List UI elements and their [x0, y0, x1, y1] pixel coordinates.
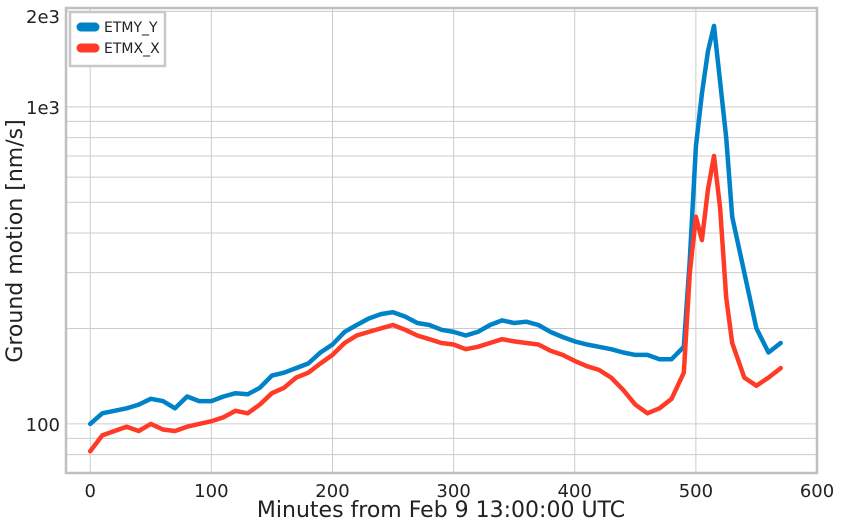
x-axis-ticks: 0 100 200 300 400 500 600 [84, 481, 834, 502]
y-axis-label: Ground motion [nm/s] [3, 119, 28, 362]
plot-frame [64, 6, 819, 475]
legend: ETMY_Y ETMX_X [68, 10, 167, 68]
series-lines [87, 23, 783, 454]
series-line-ETMX_X [87, 153, 783, 454]
x-tick-label: 300 [436, 481, 470, 502]
x-tick-label: 500 [679, 481, 713, 502]
y-tick-label: 1e3 [26, 98, 60, 119]
x-axis-label: Minutes from Feb 9 13:00:00 UTC [257, 498, 625, 523]
legend-items: ETMY_Y ETMX_X [76, 20, 160, 57]
legend-label: ETMY_Y [104, 20, 158, 36]
legend-frame [68, 10, 167, 68]
x-tick-label: 200 [315, 481, 349, 502]
y-tick-label: 2e3 [26, 7, 60, 28]
series-line-ETMY_Y [87, 23, 783, 427]
legend-label: ETMX_X [104, 41, 160, 57]
y-tick-label: 100 [26, 415, 60, 436]
x-tick-label: 400 [558, 481, 592, 502]
x-tick-label: 0 [84, 481, 95, 502]
y-axis-ticks: 100 1e3 2e3 [26, 7, 60, 436]
x-tick-label: 100 [194, 481, 228, 502]
x-tick-label: 600 [800, 481, 834, 502]
